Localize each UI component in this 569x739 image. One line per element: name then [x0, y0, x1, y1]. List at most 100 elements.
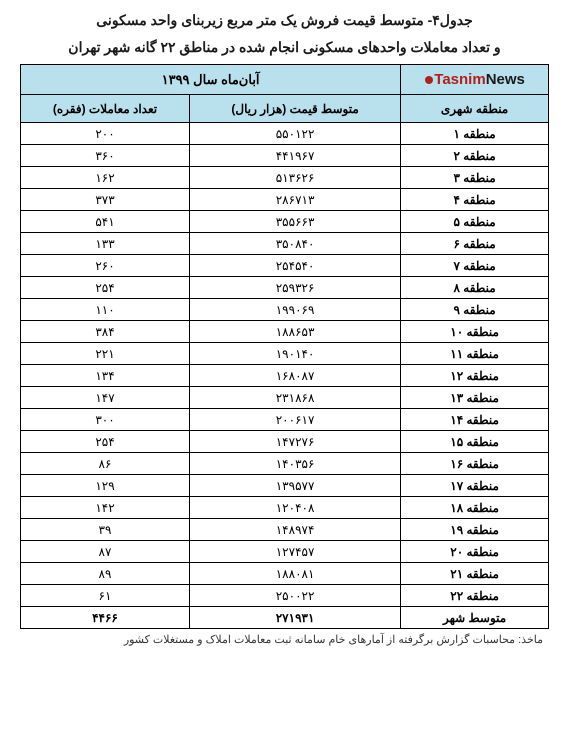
period-header: آبان‌ماه سال ۱۳۹۹	[21, 65, 401, 95]
cell-count: ۲۵۴	[21, 277, 190, 299]
cell-price: ۲۵۰۰۲۲	[189, 585, 400, 607]
tasnim-logo: TasnimNews	[424, 71, 525, 88]
cell-region: منطقه ۱۴	[401, 409, 549, 431]
data-table: TasnimNews آبان‌ماه سال ۱۳۹۹منطقه شهریمتو…	[20, 64, 549, 629]
table-row: منطقه ۲۲۲۵۰۰۲۲۶۱	[21, 585, 549, 607]
table-row: منطقه ۲۴۴۱۹۶۷۳۶۰	[21, 145, 549, 167]
cell-region: منطقه ۱۱	[401, 343, 549, 365]
cell-count: ۱۲۹	[21, 475, 190, 497]
table-row: منطقه ۷۲۵۴۵۴۰۲۶۰	[21, 255, 549, 277]
cell-region: منطقه ۱۶	[401, 453, 549, 475]
cell-count: ۱۶۲	[21, 167, 190, 189]
table-row: منطقه ۱۱۱۹۰۱۴۰۲۲۱	[21, 343, 549, 365]
cell-count: ۸۹	[21, 563, 190, 585]
cell-price: ۱۸۸۶۵۳	[189, 321, 400, 343]
table-body: منطقه ۱۵۵۰۱۲۲۲۰۰منطقه ۲۴۴۱۹۶۷۳۶۰منطقه ۳۵…	[21, 123, 549, 607]
cell-region: منطقه ۱۵	[401, 431, 549, 453]
logo-text-news: News	[486, 71, 525, 88]
cell-count: ۲۵۴	[21, 431, 190, 453]
table-row: منطقه ۴۲۸۶۷۱۳۳۷۳	[21, 189, 549, 211]
cell-region: منطقه ۲۲	[401, 585, 549, 607]
table-row: منطقه ۱۳۲۳۱۸۶۸۱۴۷	[21, 387, 549, 409]
table-row: منطقه ۱۵۵۰۱۲۲۲۰۰	[21, 123, 549, 145]
cell-region: منطقه ۱۰	[401, 321, 549, 343]
cell-count: ۱۳۴	[21, 365, 190, 387]
table-row: منطقه ۶۳۵۰۸۴۰۱۳۳	[21, 233, 549, 255]
cell-region: منطقه ۶	[401, 233, 549, 255]
cell-count: ۲۲۱	[21, 343, 190, 365]
cell-region: منطقه ۷	[401, 255, 549, 277]
table-row: منطقه ۱۴۲۰۰۶۱۷۳۰۰	[21, 409, 549, 431]
logo-text-tasnim: Tasnim	[434, 71, 485, 88]
summary-price: ۲۷۱۹۳۱	[189, 607, 400, 629]
cell-count: ۲۰۰	[21, 123, 190, 145]
header-row-1: TasnimNews آبان‌ماه سال ۱۳۹۹	[21, 65, 549, 95]
col-header-count: تعداد معاملات (فقره)	[21, 95, 190, 123]
table-row: منطقه ۱۸۱۲۰۴۰۸۱۴۲	[21, 497, 549, 519]
cell-count: ۳۹	[21, 519, 190, 541]
cell-price: ۵۵۰۱۲۲	[189, 123, 400, 145]
cell-region: منطقه ۱۲	[401, 365, 549, 387]
cell-price: ۲۰۰۶۱۷	[189, 409, 400, 431]
cell-price: ۳۵۰۸۴۰	[189, 233, 400, 255]
cell-count: ۳۷۳	[21, 189, 190, 211]
cell-region: منطقه ۳	[401, 167, 549, 189]
cell-price: ۱۴۰۳۵۶	[189, 453, 400, 475]
cell-count: ۱۳۳	[21, 233, 190, 255]
cell-count: ۲۶۰	[21, 255, 190, 277]
cell-count: ۸۶	[21, 453, 190, 475]
cell-count: ۱۱۰	[21, 299, 190, 321]
cell-region: منطقه ۸	[401, 277, 549, 299]
logo-dot-icon	[425, 76, 433, 84]
cell-region: منطقه ۱۷	[401, 475, 549, 497]
table-row: منطقه ۱۷۱۳۹۵۷۷۱۲۹	[21, 475, 549, 497]
table-row: منطقه ۹۱۹۹۰۶۹۱۱۰	[21, 299, 549, 321]
cell-count: ۳۰۰	[21, 409, 190, 431]
cell-price: ۲۸۶۷۱۳	[189, 189, 400, 211]
table-row: منطقه ۱۰۱۸۸۶۵۳۳۸۴	[21, 321, 549, 343]
cell-region: منطقه ۱۹	[401, 519, 549, 541]
col-header-price: متوسط قیمت (هزار ریال)	[189, 95, 400, 123]
table-row: منطقه ۱۵۱۴۷۲۷۶۲۵۴	[21, 431, 549, 453]
cell-price: ۱۹۰۱۴۰	[189, 343, 400, 365]
cell-price: ۵۱۳۶۲۶	[189, 167, 400, 189]
cell-count: ۵۴۱	[21, 211, 190, 233]
cell-region: منطقه ۱۳	[401, 387, 549, 409]
table-row: منطقه ۱۹۱۴۸۹۷۴۳۹	[21, 519, 549, 541]
cell-count: ۳۶۰	[21, 145, 190, 167]
cell-count: ۱۴۷	[21, 387, 190, 409]
cell-price: ۱۴۷۲۷۶	[189, 431, 400, 453]
cell-price: ۳۵۵۶۶۳	[189, 211, 400, 233]
summary-region: متوسط شهر	[401, 607, 549, 629]
cell-region: منطقه ۴	[401, 189, 549, 211]
cell-price: ۱۳۹۵۷۷	[189, 475, 400, 497]
cell-count: ۱۴۲	[21, 497, 190, 519]
cell-price: ۲۳۱۸۶۸	[189, 387, 400, 409]
cell-count: ۳۸۴	[21, 321, 190, 343]
table-title-line2: و تعداد معاملات واحدهای مسکونی انجام شده…	[20, 39, 549, 56]
table-row: منطقه ۲۱۱۸۸۰۸۱۸۹	[21, 563, 549, 585]
table-row: منطقه ۲۰۱۲۷۴۵۷۸۷	[21, 541, 549, 563]
cell-region: منطقه ۵	[401, 211, 549, 233]
cell-price: ۲۵۴۵۴۰	[189, 255, 400, 277]
cell-price: ۱۸۸۰۸۱	[189, 563, 400, 585]
table-row: منطقه ۱۲۱۶۸۰۸۷۱۳۴	[21, 365, 549, 387]
footer-source: ماخذ: محاسبات گزارش برگرفته از آمارهای خ…	[20, 633, 549, 646]
summary-count: ۴۴۶۶	[21, 607, 190, 629]
cell-count: ۶۱	[21, 585, 190, 607]
cell-region: منطقه ۱۸	[401, 497, 549, 519]
table-row: منطقه ۳۵۱۳۶۲۶۱۶۲	[21, 167, 549, 189]
cell-price: ۱۶۸۰۸۷	[189, 365, 400, 387]
cell-region: منطقه ۹	[401, 299, 549, 321]
summary-row: متوسط شهر ۲۷۱۹۳۱ ۴۴۶۶	[21, 607, 549, 629]
cell-price: ۲۵۹۳۲۶	[189, 277, 400, 299]
cell-region: منطقه ۱	[401, 123, 549, 145]
table-title-line1: جدول۴- متوسط قیمت فروش یک متر مربع زیربن…	[20, 12, 549, 29]
header-row-2: منطقه شهریمتوسط قیمت (هزار ریال)تعداد مع…	[21, 95, 549, 123]
cell-region: منطقه ۲۱	[401, 563, 549, 585]
cell-count: ۸۷	[21, 541, 190, 563]
table-row: منطقه ۸۲۵۹۳۲۶۲۵۴	[21, 277, 549, 299]
logo-cell: TasnimNews	[401, 65, 549, 95]
table-row: منطقه ۵۳۵۵۶۶۳۵۴۱	[21, 211, 549, 233]
cell-price: ۴۴۱۹۶۷	[189, 145, 400, 167]
